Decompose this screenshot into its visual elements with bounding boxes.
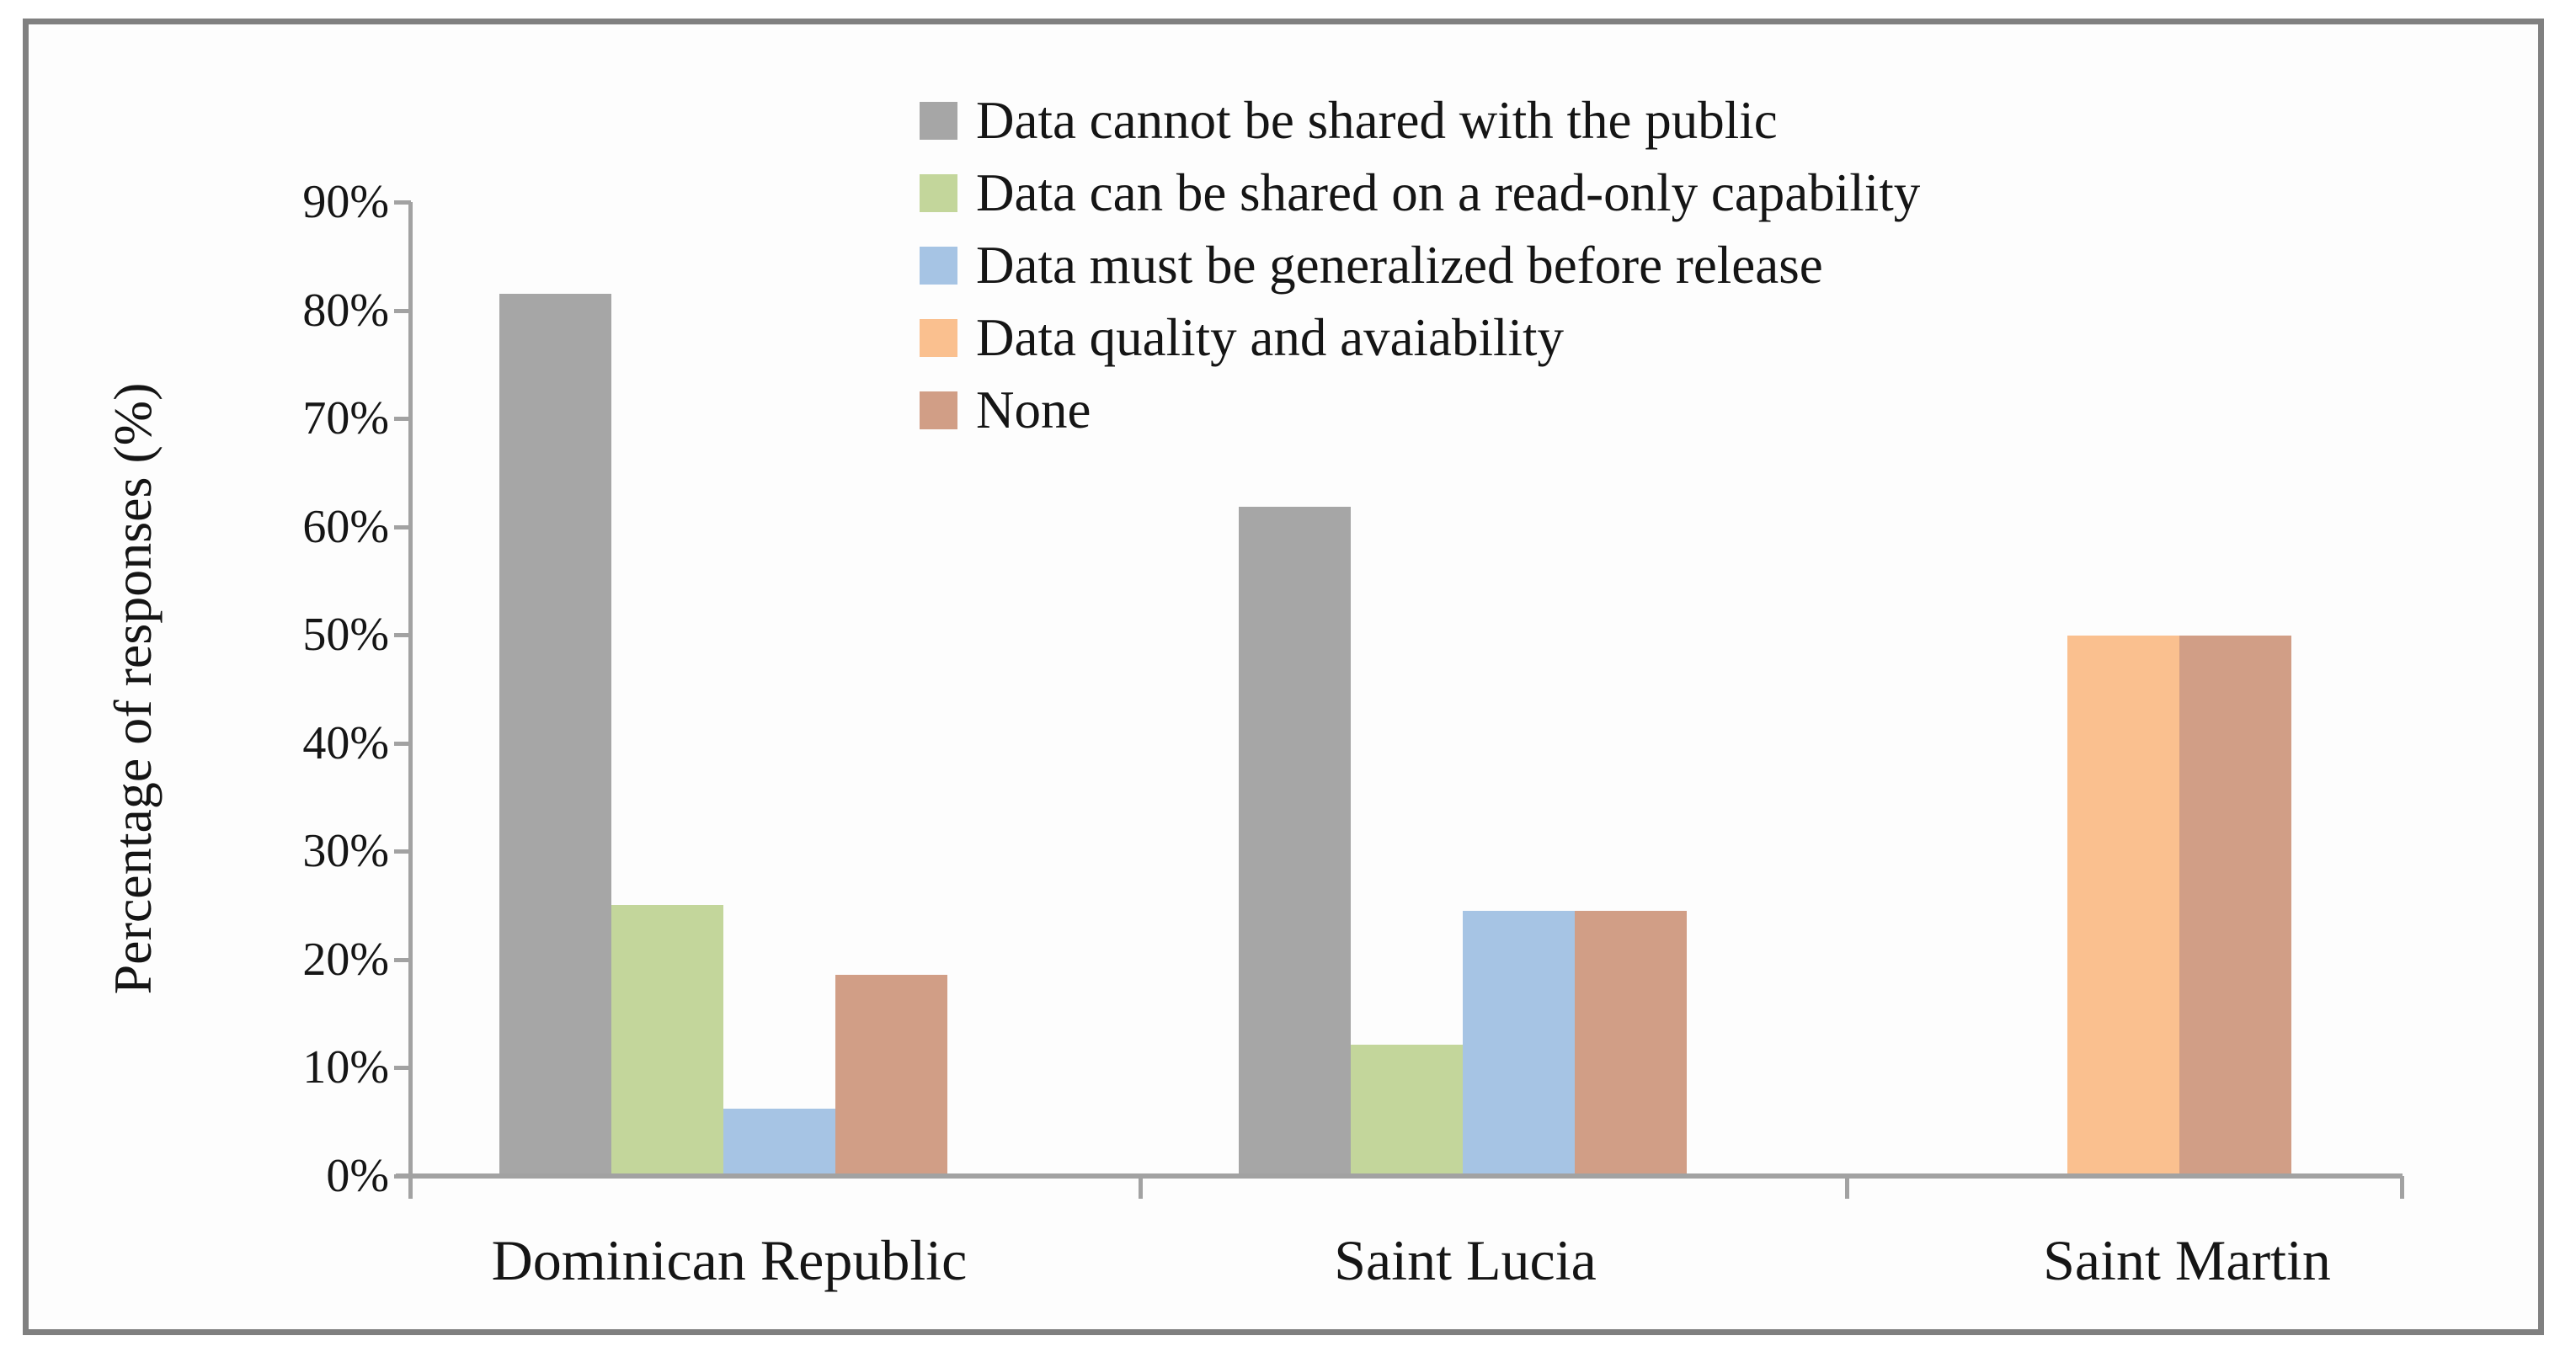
y-tick-label-0%: 0% (326, 1150, 389, 1202)
bar-saint-lucia-s2 (1463, 911, 1575, 1177)
legend-item-0: Data cannot be shared with the public (920, 84, 1920, 157)
y-tick-label-70%: 70% (302, 392, 389, 445)
y-tick-label-60%: 60% (302, 500, 389, 553)
y-tick-mark-10% (394, 1066, 411, 1071)
x-tick-mark-0 (1139, 1176, 1143, 1199)
y-tick-mark-90% (394, 200, 411, 205)
y-tick-label-20%: 20% (302, 933, 389, 986)
legend-item-1: Data can be shared on a read-only capabi… (920, 157, 1920, 229)
x-axis-line (396, 1173, 2403, 1179)
bar-dominican-republic-s1 (611, 905, 723, 1177)
y-tick-mark-70% (394, 417, 411, 422)
x-tick-mark-1 (1845, 1176, 1849, 1199)
legend-swatch-icon (920, 101, 957, 140)
bar-dominican-republic-s2 (723, 1109, 835, 1177)
y-tick-mark-80% (394, 308, 411, 313)
legend-label: Data must be generalized before release (976, 235, 1823, 295)
bar-dominican-republic-s4 (835, 975, 947, 1177)
category-label-saint-martin: Saint Martin (2043, 1228, 2331, 1292)
y-tick-label-90%: 90% (302, 175, 389, 228)
y-tick-label-30%: 30% (302, 825, 389, 878)
y-tick-label-80%: 80% (302, 284, 389, 337)
y-tick-mark-20% (394, 957, 411, 962)
x-tick-mark-2 (2400, 1176, 2404, 1199)
y-tick-label-10%: 10% (302, 1041, 389, 1094)
bar-saint-martin-s4 (2179, 636, 2291, 1177)
legend-label: None (976, 380, 1091, 439)
y-tick-label-40%: 40% (302, 716, 389, 769)
legend-swatch-icon (920, 173, 957, 212)
bar-saint-lucia-s1 (1351, 1045, 1463, 1177)
legend-label: Data cannot be shared with the public (976, 90, 1778, 150)
y-axis-title: Percentage of responses (%) (103, 382, 163, 995)
legend-label: Data can be shared on a read-only capabi… (976, 162, 1921, 222)
legend-swatch-icon (920, 318, 957, 357)
legend-swatch-icon (920, 391, 957, 429)
legend-label: Data quality and avaiability (976, 307, 1565, 367)
bar-saint-lucia-s4 (1575, 911, 1687, 1177)
category-label-saint-lucia: Saint Lucia (1334, 1228, 1597, 1292)
category-label-dominican-republic: Dominican Republic (491, 1228, 968, 1292)
y-tick-mark-60% (394, 524, 411, 529)
y-tick-label-50%: 50% (302, 609, 389, 662)
legend-item-3: Data quality and avaiability (920, 301, 1920, 374)
legend-swatch-icon (920, 246, 957, 285)
legend: Data cannot be shared with the public Dat… (920, 84, 1920, 446)
legend-item-2: Data must be generalized before release (920, 229, 1920, 301)
y-axis-line (408, 202, 413, 1199)
bar-saint-lucia-s0 (1239, 507, 1351, 1177)
bar-dominican-republic-s0 (499, 294, 611, 1177)
legend-item-4: None (920, 374, 1920, 446)
y-tick-mark-40% (394, 741, 411, 746)
y-tick-mark-50% (394, 633, 411, 638)
y-tick-mark-30% (394, 849, 411, 854)
bar-saint-martin-s3 (2067, 636, 2179, 1177)
